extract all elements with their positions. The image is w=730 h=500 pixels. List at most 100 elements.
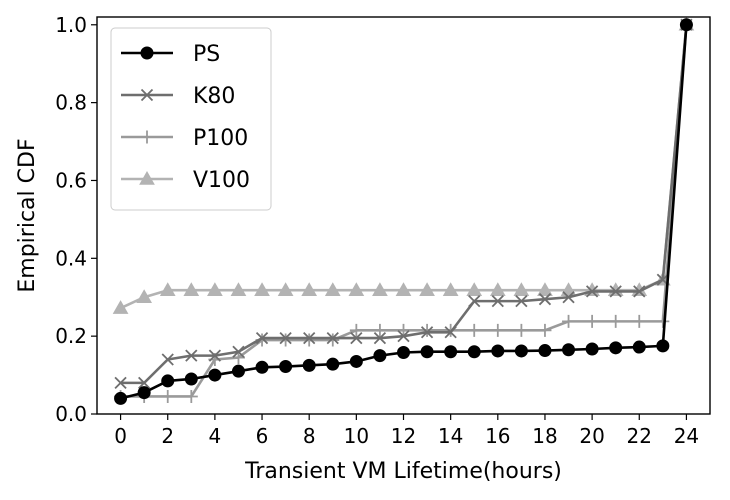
point-ps-17 <box>514 344 528 358</box>
point-k80-13 <box>420 326 434 339</box>
point-k80-22 <box>633 285 646 298</box>
point-p100-8 <box>302 333 316 347</box>
point-k80-9 <box>326 331 339 345</box>
point-v100-4 <box>207 282 223 296</box>
legend-marker-k80 <box>140 88 154 102</box>
point-v100-11 <box>372 282 388 296</box>
y-tick-label-1: 0.2 <box>55 324 87 348</box>
point-v100-10 <box>348 282 365 296</box>
point-ps-20 <box>585 342 599 356</box>
y-tick-label-4: 0.8 <box>55 91 87 115</box>
ticks-layer: 0 2 4 6 8 10 12 14 16 18 20 22 240.00.20.40.60.81.0 <box>55 13 699 448</box>
x-tick-label-4: 4 <box>209 424 222 448</box>
legend-label-v100: V100 <box>193 168 250 193</box>
x-tick-label-14: 14 <box>438 424 463 448</box>
point-p100-7 <box>279 333 293 347</box>
point-k80-7 <box>279 331 292 345</box>
point-k80-20 <box>585 285 599 298</box>
point-ps-18 <box>538 344 552 358</box>
point-ps-21 <box>609 341 623 355</box>
point-ps-24 <box>679 18 693 32</box>
point-ps-4 <box>208 368 222 382</box>
x-tick-label-0: 0 <box>114 424 127 448</box>
point-k80-14 <box>444 326 457 339</box>
x-tick-label-16: 16 <box>485 424 510 448</box>
legend-label-p100: P100 <box>193 126 248 151</box>
point-k80-10 <box>350 331 363 345</box>
x-tick-label-2: 2 <box>161 424 174 448</box>
point-p100-23 <box>656 314 670 328</box>
point-p100-13 <box>420 323 434 337</box>
y-tick-label-0: 0.0 <box>55 402 87 426</box>
point-p100-11 <box>373 323 387 337</box>
legend-item-v100: V100 <box>121 168 250 193</box>
x-tick-label-18: 18 <box>532 424 557 448</box>
point-v100-1 <box>136 289 153 303</box>
point-v100-7 <box>277 282 294 296</box>
point-v100-19 <box>560 282 577 296</box>
point-v100-0 <box>112 300 129 314</box>
point-k80-21 <box>609 285 622 298</box>
point-ps-11 <box>373 349 387 363</box>
point-ps-9 <box>326 357 340 371</box>
point-v100-6 <box>254 282 270 296</box>
legend-marker-p100 <box>140 130 154 144</box>
legend-items: PS K80 P100 V100 <box>121 42 250 193</box>
point-k80-12 <box>397 330 410 343</box>
point-ps-22 <box>632 340 646 354</box>
point-k80-11 <box>373 331 387 345</box>
point-ps-19 <box>562 343 576 357</box>
series-k80 <box>114 18 693 389</box>
point-ps-7 <box>279 360 293 374</box>
y-tick-label-3: 0.6 <box>55 168 87 192</box>
point-ps-8 <box>302 358 316 372</box>
point-k80-18 <box>538 293 552 306</box>
point-ps-23 <box>656 339 670 353</box>
point-k80-5 <box>232 345 245 358</box>
point-ps-5 <box>231 364 245 378</box>
x-axis-title: Transient VM Lifetime(hours) <box>244 459 562 484</box>
point-k80-16 <box>491 294 504 308</box>
point-v100-17 <box>513 282 530 296</box>
x-tick-label-24: 24 <box>674 424 699 448</box>
x-tick-label-8: 8 <box>303 424 316 448</box>
point-p100-9 <box>326 333 340 347</box>
point-ps-3 <box>184 372 198 386</box>
point-p100-21 <box>609 314 623 328</box>
point-ps-0 <box>114 391 128 405</box>
point-p100-19 <box>562 314 576 328</box>
point-ps-10 <box>349 354 363 368</box>
point-v100-16 <box>489 282 506 296</box>
point-v100-14 <box>442 282 459 296</box>
point-p100-20 <box>585 314 599 328</box>
legend-item-k80: K80 <box>121 84 235 109</box>
point-v100-5 <box>230 282 247 296</box>
point-k80-17 <box>515 294 528 308</box>
legend-marker-ps <box>140 46 154 60</box>
point-ps-16 <box>491 344 505 358</box>
point-k80-1 <box>138 376 151 389</box>
point-k80-6 <box>255 331 269 345</box>
point-k80-4 <box>208 349 222 362</box>
point-v100-18 <box>537 282 553 296</box>
x-tick-label-20: 20 <box>579 424 604 448</box>
point-ps-12 <box>397 346 410 360</box>
point-p100-17 <box>514 323 528 337</box>
point-v100-9 <box>324 282 341 296</box>
point-k80-0 <box>114 376 127 389</box>
point-k80-2 <box>161 353 174 366</box>
legend-label-ps: PS <box>193 42 220 67</box>
point-p100-22 <box>632 314 646 328</box>
point-ps-15 <box>467 345 481 359</box>
series-layer <box>112 16 695 405</box>
point-k80-15 <box>468 294 481 308</box>
point-v100-12 <box>395 282 412 296</box>
x-tick-label-6: 6 <box>256 424 269 448</box>
legend-box <box>110 27 272 211</box>
point-p100-16 <box>491 323 505 337</box>
point-p100-10 <box>349 323 363 337</box>
x-tick-label-12: 12 <box>391 424 416 448</box>
point-v100-3 <box>183 282 200 296</box>
x-tick-label-22: 22 <box>627 424 652 448</box>
